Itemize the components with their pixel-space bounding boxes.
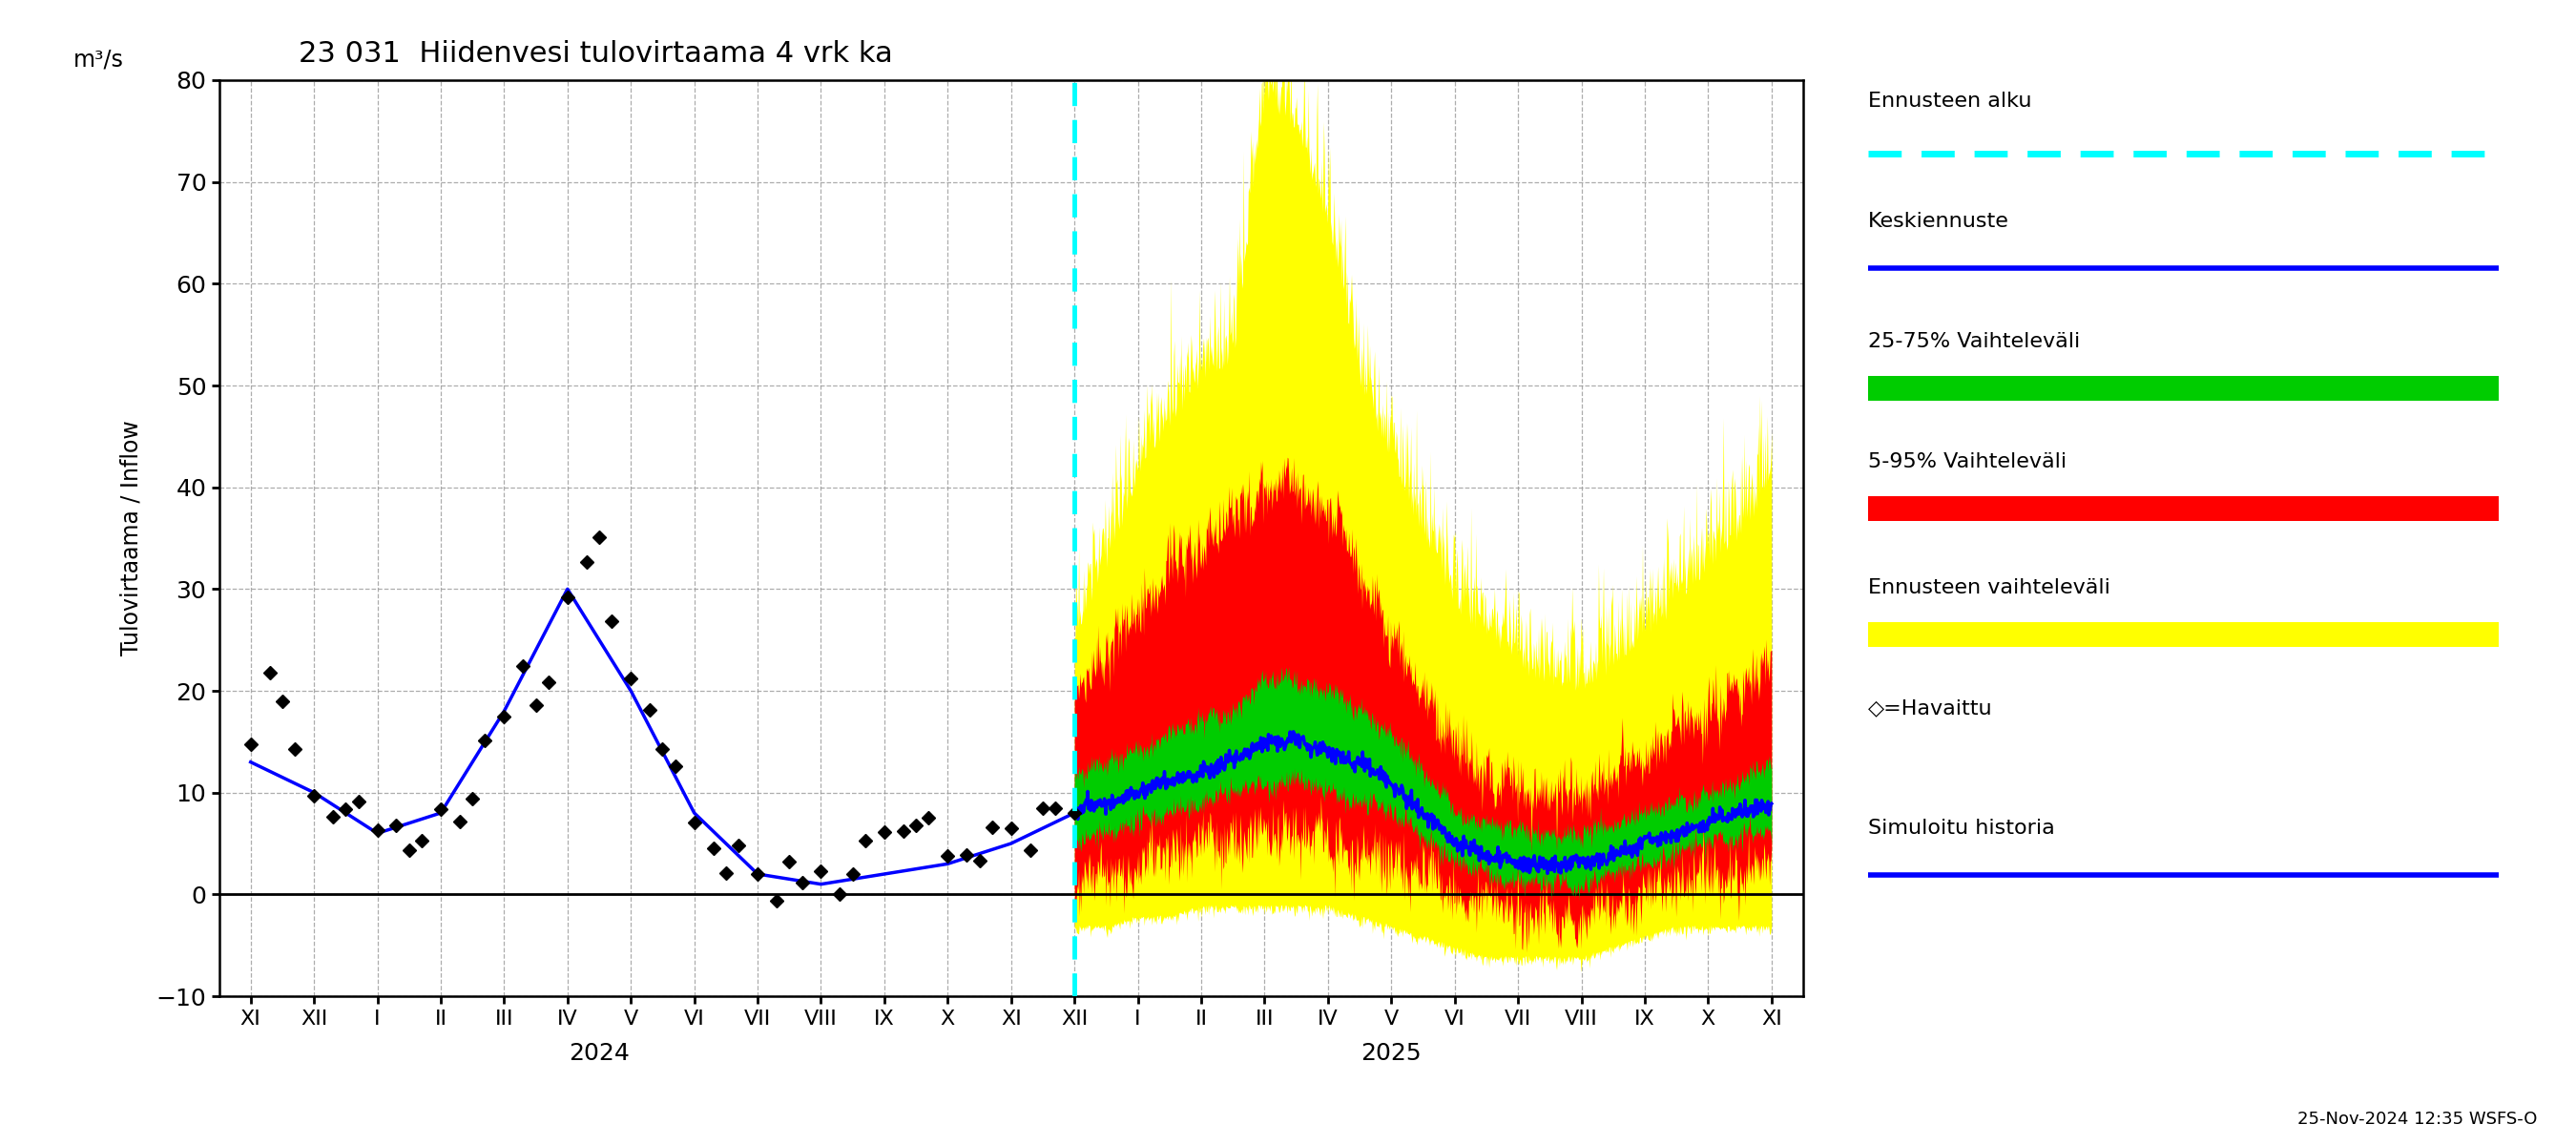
Text: ◇=Havaittu: ◇=Havaittu <box>1868 698 1991 718</box>
Text: 25-75% Vaihteleväli: 25-75% Vaihteleväli <box>1868 332 2079 352</box>
Text: 2025: 2025 <box>1360 1042 1422 1065</box>
Y-axis label: Tulovirtaama / Inflow: Tulovirtaama / Inflow <box>121 420 142 656</box>
Text: 2024: 2024 <box>569 1042 629 1065</box>
Text: 23 031  Hiidenvesi tulovirtaama 4 vrk ka: 23 031 Hiidenvesi tulovirtaama 4 vrk ka <box>299 40 891 68</box>
Text: 25-Nov-2024 12:35 WSFS-O: 25-Nov-2024 12:35 WSFS-O <box>2298 1111 2537 1128</box>
Text: 5-95% Vaihteleväli: 5-95% Vaihteleväli <box>1868 452 2066 472</box>
Text: Ennusteen alku: Ennusteen alku <box>1868 92 2032 111</box>
Text: Keskiennuste: Keskiennuste <box>1868 212 2009 231</box>
Text: m³/s: m³/s <box>75 48 124 71</box>
Text: Simuloitu historia: Simuloitu historia <box>1868 819 2056 838</box>
Text: Ennusteen vaihteleväli: Ennusteen vaihteleväli <box>1868 578 2110 598</box>
